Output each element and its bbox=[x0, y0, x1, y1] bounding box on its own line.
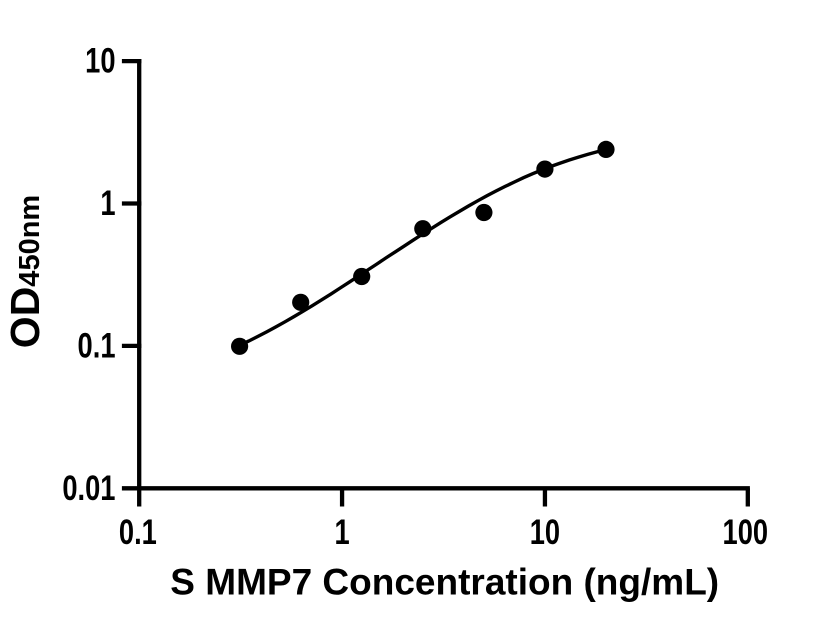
svg-text:S MMP7 Concentration (ng/mL): S MMP7 Concentration (ng/mL) bbox=[170, 562, 719, 603]
svg-text:1: 1 bbox=[100, 184, 115, 223]
svg-text:0.01: 0.01 bbox=[62, 469, 115, 508]
svg-text:1: 1 bbox=[334, 513, 349, 552]
svg-text:100: 100 bbox=[723, 513, 769, 552]
svg-text:0.1: 0.1 bbox=[78, 326, 116, 365]
svg-text:OD450nm: OD450nm bbox=[2, 195, 48, 348]
svg-text:10: 10 bbox=[530, 513, 560, 552]
svg-text:10: 10 bbox=[85, 41, 115, 80]
svg-text:0.1: 0.1 bbox=[119, 513, 157, 552]
